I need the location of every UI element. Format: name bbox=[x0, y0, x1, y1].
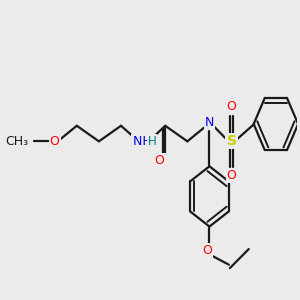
Text: S: S bbox=[226, 134, 237, 148]
Text: H: H bbox=[148, 135, 157, 148]
Text: O: O bbox=[226, 169, 236, 182]
Text: CH₃: CH₃ bbox=[5, 135, 28, 148]
Text: O: O bbox=[155, 154, 165, 167]
Text: NH: NH bbox=[134, 135, 152, 148]
Text: O: O bbox=[202, 244, 212, 257]
Text: O: O bbox=[50, 135, 60, 148]
Text: N: N bbox=[205, 116, 214, 130]
Text: N: N bbox=[133, 135, 142, 148]
Text: O: O bbox=[226, 100, 236, 113]
